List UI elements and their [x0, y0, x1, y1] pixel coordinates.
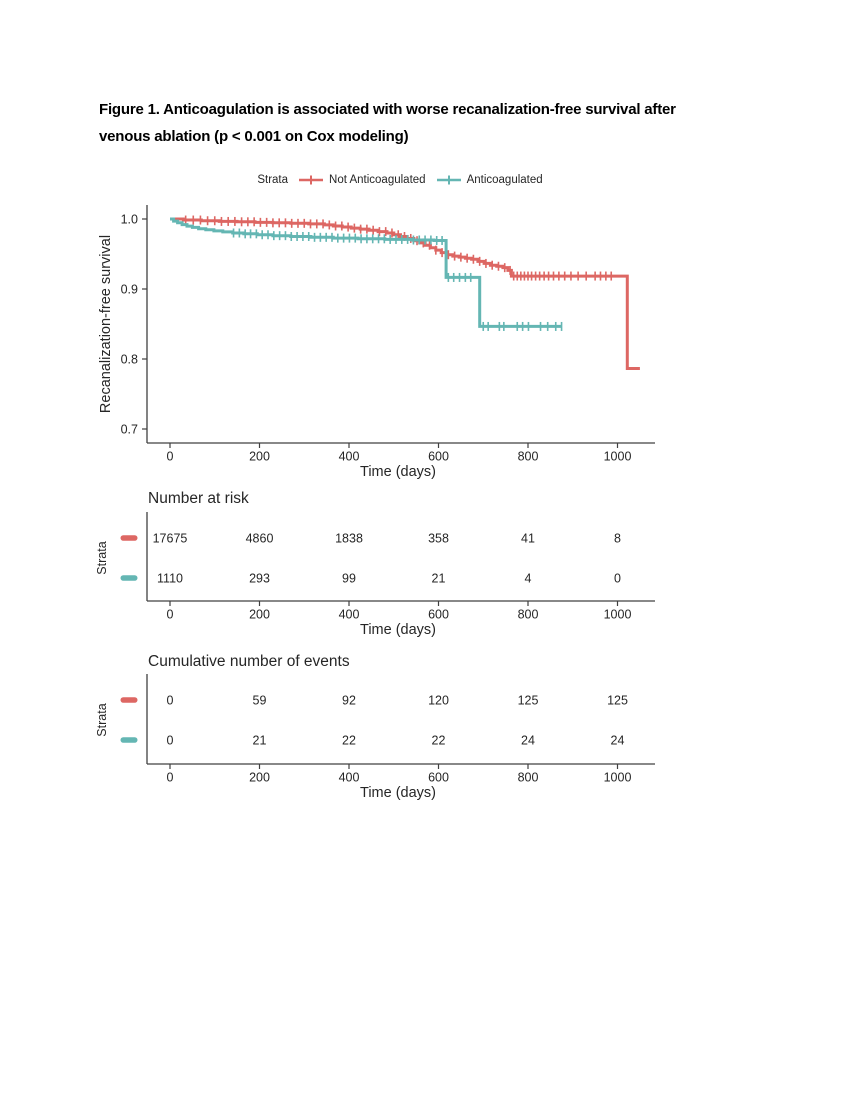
risk-table-value: 0 [614, 572, 621, 586]
events-table-value: 125 [518, 694, 539, 708]
risk-table-strata-axis-title: Strata [95, 541, 109, 574]
risk-table-value: 99 [342, 572, 356, 586]
km-y-tick-label: 0.9 [121, 283, 138, 297]
legend-item-label-not-anticoagulated: Not Anticoagulated [329, 174, 426, 186]
risk-table-x-tick-label: 0 [167, 608, 174, 622]
km-y-tick-label: 0.8 [121, 353, 138, 367]
events-table-row-key-not-anticoagulated [120, 697, 138, 703]
events-table-value: 0 [167, 734, 174, 748]
not-anticoagulated-curve-key-icon [299, 175, 324, 185]
events-table-x-tick-label: 200 [249, 771, 270, 785]
risk-table-value: 4 [525, 572, 532, 586]
events-table-title: Cumulative number of events [148, 653, 350, 670]
survival-curve-anticoagulated [170, 217, 562, 328]
events-table-row-key-anticoagulated [120, 737, 138, 743]
risk-table-value: 358 [428, 532, 449, 546]
strata-legend: Strata Not Anticoagulated Anticoagulated [140, 170, 660, 190]
risk-table-value: 41 [521, 532, 535, 546]
risk-table-value: 8 [614, 532, 621, 546]
risk-table-row-key-anticoagulated [120, 575, 138, 581]
legend-item-not-anticoagulated: Not Anticoagulated [298, 174, 426, 186]
km-x-tick-label: 400 [339, 450, 360, 464]
events-table-value: 59 [253, 694, 267, 708]
events-table-x-tick-label: 400 [339, 771, 360, 785]
events-table-value: 92 [342, 694, 356, 708]
risk-table-x-tick-label: 400 [339, 608, 360, 622]
events-table-value: 24 [611, 734, 625, 748]
risk-table-row-key-not-anticoagulated [120, 535, 138, 541]
legend-item-anticoagulated: Anticoagulated [436, 174, 543, 186]
events-table-x-tick-label: 600 [428, 771, 449, 785]
survival-curve-not-anticoagulated [170, 217, 640, 370]
km-y-tick-label: 1.0 [121, 213, 138, 227]
risk-table-value: 4860 [246, 532, 274, 546]
events-table-value: 0 [167, 694, 174, 708]
risk-table-value: 1110 [157, 572, 183, 586]
figure-title-line2: venous ablation (p < 0.001 on Cox modeli… [99, 128, 409, 145]
events-table-strata-axis-title: Strata [95, 703, 109, 736]
risk-table-value: 293 [249, 572, 270, 586]
events-table-value: 24 [521, 734, 535, 748]
km-x-tick-label: 1000 [604, 450, 632, 464]
events-table-x-tick-label: 0 [167, 771, 174, 785]
events-table-value: 120 [428, 694, 449, 708]
km-x-tick-label: 200 [249, 450, 270, 464]
events-table-value: 22 [432, 734, 446, 748]
km-y-tick-label: 0.7 [121, 423, 138, 437]
legend-title: Strata [257, 174, 289, 186]
risk-table-x-tick-label: 800 [518, 608, 539, 622]
risk-table-value: 17675 [153, 532, 188, 546]
risk-table-x-axis-title: Time (days) [360, 622, 436, 638]
figure-title: Figure 1. Anticoagulation is associated … [99, 96, 759, 150]
events-table-value: 22 [342, 734, 356, 748]
events-table-x-tick-label: 800 [518, 771, 539, 785]
risk-table-x-tick-label: 200 [249, 608, 270, 622]
km-y-axis-title: Recanalization-free survival [98, 235, 114, 413]
km-x-tick-label: 0 [167, 450, 174, 464]
events-table-x-tick-label: 1000 [604, 771, 632, 785]
km-x-tick-label: 800 [518, 450, 539, 464]
figure-title-line1: Figure 1. Anticoagulation is associated … [99, 101, 676, 118]
events-table-value: 125 [607, 694, 628, 708]
risk-table-x-tick-label: 600 [428, 608, 449, 622]
km-x-tick-label: 600 [428, 450, 449, 464]
km-x-axis-title: Time (days) [360, 464, 436, 480]
risk-table-title: Number at risk [148, 490, 249, 507]
legend-item-label-anticoagulated: Anticoagulated [466, 174, 543, 186]
events-table-value: 21 [253, 734, 267, 748]
risk-table-value: 21 [432, 572, 446, 586]
risk-table-value: 1838 [335, 532, 363, 546]
events-table-x-axis-title: Time (days) [360, 785, 436, 801]
risk-table-x-tick-label: 1000 [604, 608, 632, 622]
anticoagulated-curve-key-icon [436, 175, 461, 185]
